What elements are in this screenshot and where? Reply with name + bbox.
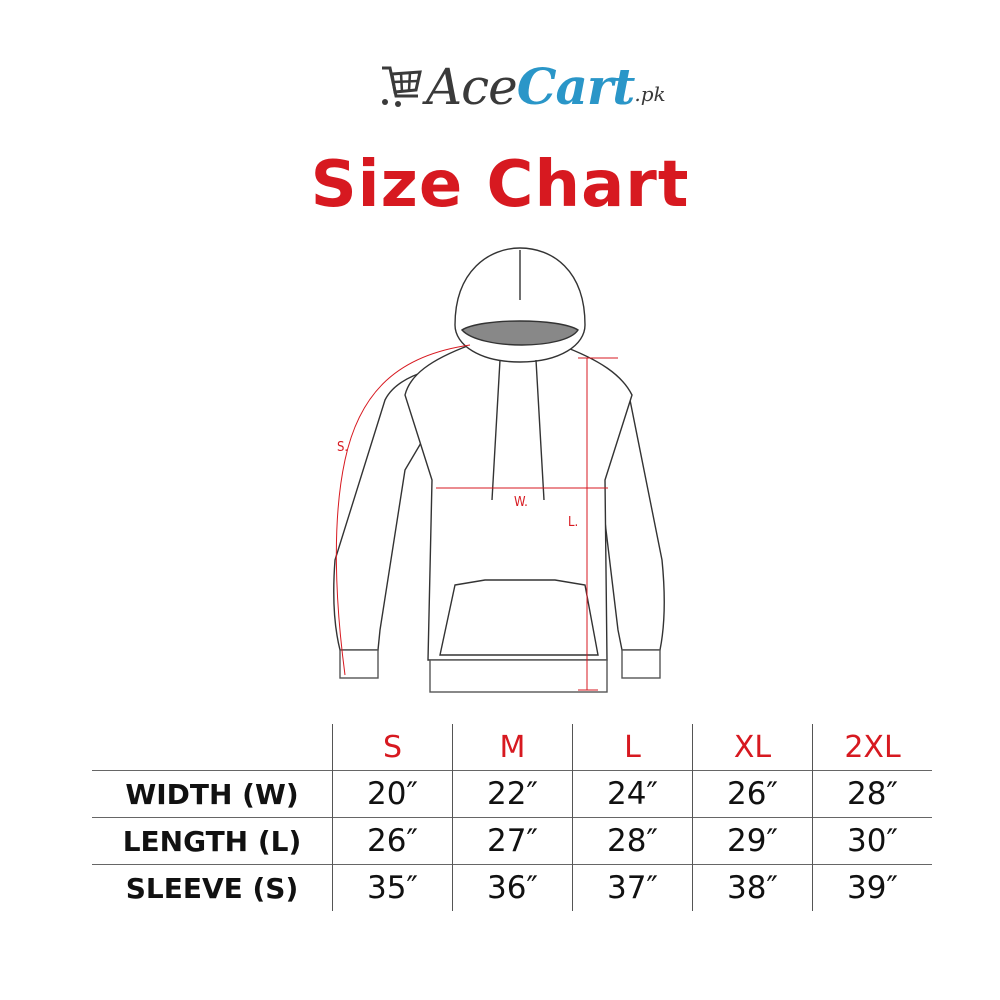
cell: 26″ bbox=[332, 817, 453, 865]
cell: 28″ bbox=[572, 817, 693, 865]
cell: 38″ bbox=[692, 864, 813, 911]
cell: 22″ bbox=[452, 770, 573, 818]
cell: 39″ bbox=[812, 864, 932, 911]
cell: 35″ bbox=[332, 864, 453, 911]
cell: 24″ bbox=[572, 770, 693, 818]
cell: 20″ bbox=[332, 770, 453, 818]
table-row-width: WIDTH (W) 20″ 22″ 24″ 26″ 28″ bbox=[92, 770, 932, 818]
size-l: L bbox=[572, 724, 693, 771]
size-2xl: 2XL bbox=[812, 724, 932, 771]
cell: 36″ bbox=[452, 864, 573, 911]
sleeve-label: S. bbox=[337, 440, 348, 455]
shopping-cart-icon bbox=[382, 66, 422, 107]
row-label: SLEEVE (S) bbox=[92, 864, 333, 911]
size-m: M bbox=[452, 724, 573, 771]
table-row-length: LENGTH (L) 26″ 27″ 28″ 29″ 30″ bbox=[92, 817, 932, 865]
size-xl: XL bbox=[692, 724, 813, 771]
brand-name-cart: Cart bbox=[516, 57, 636, 116]
row-label: LENGTH (L) bbox=[92, 817, 333, 865]
brand-logo: Ace Cart .pk bbox=[380, 48, 666, 112]
table-row-sleeve: SLEEVE (S) 35″ 36″ 37″ 38″ 39″ bbox=[92, 864, 932, 911]
size-table: S M L XL 2XL WIDTH (W) 20″ 22″ 24″ 26″ 2… bbox=[92, 724, 932, 911]
width-label: W. bbox=[514, 495, 528, 510]
kangaroo-pocket bbox=[439, 579, 599, 656]
page-title: Size Chart bbox=[310, 148, 690, 222]
cell: 28″ bbox=[812, 770, 932, 818]
cell: 29″ bbox=[692, 817, 813, 865]
cell: 30″ bbox=[812, 817, 932, 865]
cell: 37″ bbox=[572, 864, 693, 911]
sleeve-measure-line bbox=[335, 344, 471, 676]
row-label: WIDTH (W) bbox=[92, 770, 333, 818]
size-header-row: S M L XL 2XL bbox=[92, 724, 932, 771]
brand-name-ace: Ace bbox=[426, 58, 518, 116]
brand-suffix: .pk bbox=[634, 82, 666, 106]
cell: 27″ bbox=[452, 817, 573, 865]
size-s: S bbox=[332, 724, 453, 771]
cell: 26″ bbox=[692, 770, 813, 818]
length-label: L. bbox=[568, 515, 578, 530]
hoodie-diagram: S. W. L. bbox=[333, 247, 665, 693]
